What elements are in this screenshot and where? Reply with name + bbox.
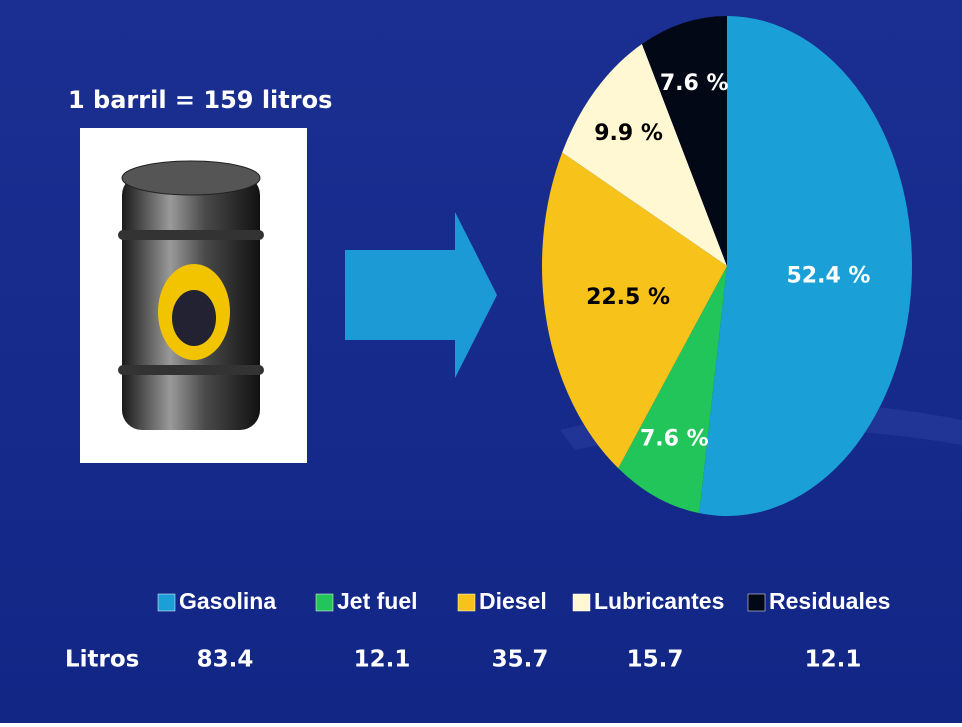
legend-swatch: [747, 593, 766, 612]
barrel-image: [80, 128, 307, 463]
legend-swatch: [572, 593, 591, 612]
data-label: 9.9 %: [594, 121, 663, 146]
legend-swatch: [457, 593, 476, 612]
pie-slice: [641, 16, 727, 266]
legend-swatch: [315, 593, 334, 612]
pie-slice: [618, 266, 727, 514]
legend-label: Jet fuel: [337, 588, 418, 614]
table-value: 12.1: [354, 647, 411, 673]
legend-label: Residuales: [769, 588, 890, 614]
legend-swatch: [157, 593, 176, 612]
legend-label: Diesel: [479, 588, 547, 614]
data-label: 52.4 %: [786, 263, 870, 288]
table-value: 83.4: [197, 647, 254, 673]
legend-label: Gasolina: [179, 588, 276, 614]
table-value: 35.7: [492, 647, 549, 673]
table-value: 15.7: [627, 647, 684, 673]
table-value: 12.1: [805, 647, 862, 673]
pie-slice: [562, 43, 727, 267]
annotation: 1 barril = 159 litros: [68, 86, 332, 114]
legend-label: Lubricantes: [594, 588, 724, 614]
pie-slice: [699, 16, 912, 517]
row-label: Litros: [65, 647, 139, 673]
data-label: 22.5 %: [586, 285, 670, 310]
data-label: 7.6 %: [660, 71, 729, 96]
pie-slice: [541, 152, 727, 469]
arrow: [345, 212, 497, 378]
data-label: 7.6 %: [640, 426, 709, 451]
